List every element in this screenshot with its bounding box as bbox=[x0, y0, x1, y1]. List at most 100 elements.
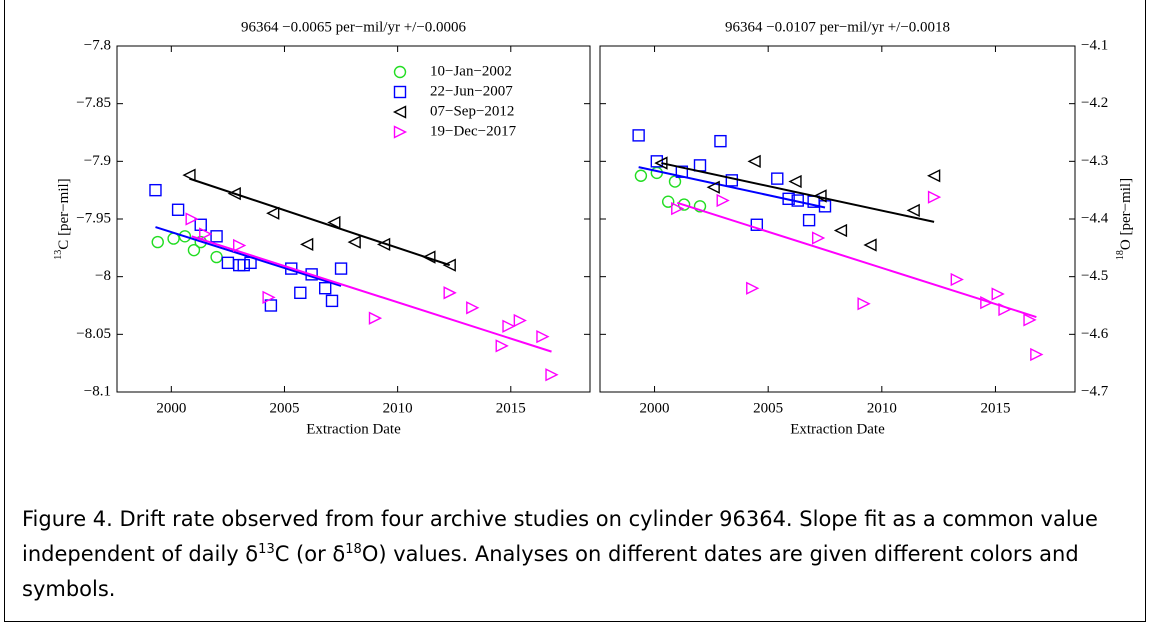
point bbox=[714, 134, 727, 148]
point bbox=[221, 256, 235, 270]
x-tick-label: 2005 bbox=[269, 400, 299, 416]
caption-text: C (or δ bbox=[274, 542, 346, 566]
point bbox=[833, 223, 848, 238]
point bbox=[194, 235, 207, 249]
point bbox=[668, 175, 682, 188]
point bbox=[233, 238, 247, 253]
point bbox=[1023, 313, 1037, 327]
point bbox=[368, 311, 383, 325]
y-tick-label: −8 bbox=[95, 268, 111, 284]
point bbox=[1030, 347, 1044, 362]
fit-line bbox=[155, 226, 342, 287]
chart: 96364 −0.0065 per−mil/yr +/−0.0006 Extrac… bbox=[53, 19, 1134, 437]
caption-sup: 13 bbox=[258, 542, 275, 557]
chart-title: 96364 −0.0065 per−mil/yr +/−0.0006 bbox=[241, 19, 467, 35]
y-tick-label: −7.9 bbox=[84, 153, 111, 169]
y-tick-label: −4.2 bbox=[1081, 95, 1108, 111]
point bbox=[466, 301, 480, 315]
y-axis-label-text: C [per−mil] bbox=[56, 178, 72, 249]
point bbox=[266, 206, 280, 220]
point bbox=[706, 180, 720, 194]
point bbox=[747, 154, 761, 168]
y-tick-label: −4.1 bbox=[1081, 37, 1108, 53]
point bbox=[863, 238, 877, 252]
legend-label: 10−Jan−2002 bbox=[430, 63, 512, 79]
x-tick-label: 2000 bbox=[640, 400, 670, 416]
point bbox=[980, 295, 994, 310]
point bbox=[693, 159, 707, 172]
point bbox=[264, 299, 278, 312]
point bbox=[654, 156, 668, 170]
point bbox=[210, 230, 223, 243]
x-tick-label: 2010 bbox=[383, 400, 413, 416]
point bbox=[750, 218, 764, 231]
point bbox=[194, 218, 207, 231]
fit-line bbox=[638, 166, 826, 209]
point bbox=[210, 250, 223, 264]
point bbox=[187, 243, 201, 257]
x-tick-label: 2010 bbox=[867, 400, 897, 416]
y-tick-label: −4.5 bbox=[1081, 268, 1108, 284]
x-tick-label: 2005 bbox=[753, 400, 783, 416]
y-axis-label-sup: 13 bbox=[53, 250, 64, 260]
legend-marker bbox=[393, 85, 407, 99]
point bbox=[927, 169, 941, 183]
caption-text: O) values. Analyses on different dates a… bbox=[22, 542, 1079, 601]
chart-title: 96364 −0.0107 per−mil/yr +/−0.0018 bbox=[725, 19, 950, 35]
y-axis-label: 18O [per−mil] bbox=[1115, 178, 1134, 260]
point bbox=[991, 287, 1005, 301]
point bbox=[227, 186, 241, 201]
y-tick-label: −7.85 bbox=[76, 95, 111, 111]
point bbox=[182, 168, 196, 182]
x-axis-label: Extraction Date bbox=[306, 421, 401, 437]
y-tick-label: −4.3 bbox=[1081, 153, 1108, 169]
point bbox=[149, 183, 162, 197]
caption-sup: 18 bbox=[345, 542, 362, 557]
point bbox=[325, 294, 339, 308]
point bbox=[443, 286, 457, 300]
point bbox=[495, 339, 509, 353]
point bbox=[300, 237, 314, 252]
point bbox=[950, 272, 964, 287]
y-axis-label: 13C [per−mil] bbox=[53, 178, 72, 259]
point bbox=[788, 174, 802, 189]
point bbox=[677, 198, 691, 211]
point bbox=[233, 258, 246, 272]
point bbox=[906, 203, 920, 217]
point bbox=[693, 200, 707, 213]
y-tick-label: −7.95 bbox=[76, 210, 111, 226]
legend-marker bbox=[393, 65, 407, 79]
y-tick-label: −8.1 bbox=[84, 383, 111, 399]
point bbox=[237, 258, 250, 272]
point bbox=[294, 286, 307, 300]
point bbox=[746, 281, 760, 295]
y-tick-label: −4.4 bbox=[1081, 210, 1109, 226]
point bbox=[334, 262, 348, 275]
point bbox=[927, 190, 942, 204]
y-tick-label: −8.05 bbox=[76, 326, 111, 342]
y-tick-label: −7.8 bbox=[84, 37, 111, 53]
caption: Figure 4. Drift rate observed from four … bbox=[22, 502, 1122, 607]
x-tick-label: 2015 bbox=[980, 400, 1010, 416]
y-tick-label: −4.6 bbox=[1081, 326, 1109, 342]
point bbox=[502, 319, 516, 333]
point bbox=[650, 155, 664, 168]
point bbox=[811, 231, 826, 245]
point bbox=[151, 235, 164, 249]
y-tick-label: −4.7 bbox=[1081, 383, 1109, 399]
legend-marker bbox=[393, 125, 408, 139]
point bbox=[442, 258, 456, 272]
point bbox=[327, 215, 341, 230]
point bbox=[632, 129, 645, 142]
y-axis-label-text: O [per−mil] bbox=[1118, 178, 1134, 250]
point bbox=[771, 172, 784, 185]
plot-frame bbox=[116, 45, 591, 393]
fit-line bbox=[191, 235, 552, 353]
point bbox=[262, 290, 276, 305]
figure-border bbox=[4, 0, 1146, 622]
point bbox=[319, 282, 332, 295]
point bbox=[634, 169, 648, 182]
point bbox=[422, 250, 436, 264]
point bbox=[513, 313, 527, 328]
